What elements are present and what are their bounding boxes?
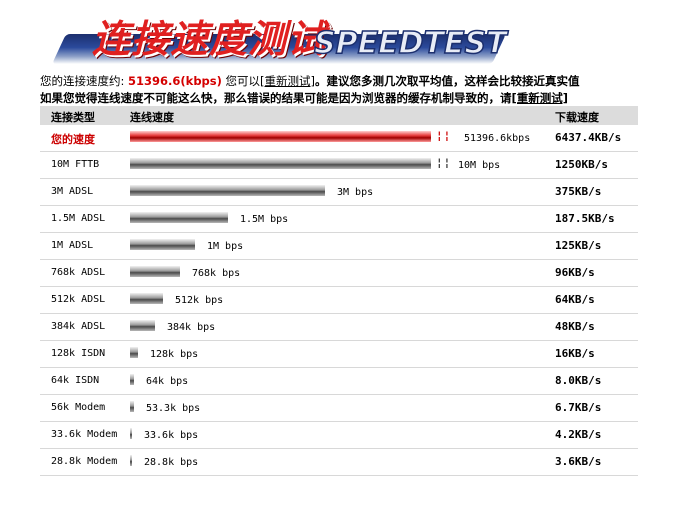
table-row: 1.5M ADSL 1.5M bps 187.5KB/s [40,206,638,233]
download-speed: 375KB/s [555,185,602,198]
speed-bar [130,212,228,223]
download-speed: 64KB/s [555,293,595,306]
speed-bar [130,293,163,304]
speed-bar [130,158,431,169]
download-speed: 96KB/s [555,266,595,279]
info-line-2: 如果您觉得连线速度不可能这么快，那么错误的结果可能是因为浏览器的缓存机制导致的，… [40,90,660,107]
table-row: 56k Modem 53.3k bps 6.7KB/s [40,395,638,422]
table-row: 28.8k Modem 28.8k bps 3.6KB/s [40,449,638,476]
table-row: 64k ISDN 64k bps 8.0KB/s [40,368,638,395]
speed-bar [130,185,325,196]
connection-type: 10M FTTB [51,159,100,170]
download-speed: 8.0KB/s [555,374,602,387]
table-row: 512k ADSL 512k bps 64KB/s [40,287,638,314]
speed-bar [130,347,138,358]
line-speed-label: 3M bps [337,187,374,198]
speed-bar [130,239,195,250]
retest-link-1[interactable]: [重新测试] [260,74,316,88]
connection-type: 3M ADSL [51,186,94,197]
header-line-speed: 连线速度 [130,111,174,124]
speedtest-banner: 连接速度测试 SPEEDTEST [52,4,507,66]
speed-comparison-table: 连接类型 连线速度 下载速度 您的速度 ¦¦ 51396.6kbps 6437.4KB… [40,106,638,476]
download-speed: 125KB/s [555,239,602,252]
speed-advice: 。建议您多测几次取平均值，这样会比较接近真实值 [315,74,580,88]
line-speed-label: 10M bps [458,160,501,171]
header-download-speed: 下载速度 [555,111,599,124]
line-speed-label: 128k bps [150,349,199,360]
speed-bar [130,266,180,277]
download-speed: 6.7KB/s [555,401,602,414]
line-speed-label: 53.3k bps [146,403,201,414]
table-row: 10M FTTB ¦¦ 10M bps 1250KB/s [40,152,638,179]
table-row: 1M ADSL 1M bps 125KB/s [40,233,638,260]
measured-speed: 51396.6(kbps) [128,74,222,88]
bar-break-mark: ¦¦ [436,156,452,169]
retest-link-2[interactable]: [重新测试] [511,91,569,105]
download-speed: 16KB/s [555,347,595,360]
cache-note: 如果您觉得连线速度不可能这么快，那么错误的结果可能是因为浏览器的缓存机制导致的，… [40,91,512,105]
bar-break-mark: ¦¦ [436,129,452,142]
info-line-1: 您的连接速度约: 51396.6(kbps) 您可以[重新测试]。建议您多测几次… [40,73,660,90]
download-speed: 1250KB/s [555,158,608,171]
connection-type: 64k ISDN [51,375,100,386]
table-body: 您的速度 ¦¦ 51396.6kbps 6437.4KB/s 10M FTTB ¦¦ 10M… [40,125,638,476]
download-speed: 3.6KB/s [555,455,602,468]
connection-type: 768k ADSL [51,267,106,278]
line-speed-label: 64k bps [146,376,189,387]
table-row: 33.6k Modem 33.6k bps 4.2KB/s [40,422,638,449]
speed-prefix: 您的连接速度约: [40,74,129,88]
connection-type: 512k ADSL [51,294,106,305]
line-speed-label: 51396.6kbps [464,133,531,144]
connection-type: 33.6k Modem [51,429,118,440]
table-row: 768k ADSL 768k bps 96KB/s [40,260,638,287]
table-row: 128k ISDN 128k bps 16KB/s [40,341,638,368]
connection-type: 您的速度 [51,133,95,146]
speed-info: 您的连接速度约: 51396.6(kbps) 您可以[重新测试]。建议您多测几次… [40,73,660,107]
banner-title-en: SPEEDTEST [313,25,507,62]
connection-type: 56k Modem [51,402,106,413]
download-speed: 187.5KB/s [555,212,615,225]
connection-type: 1.5M ADSL [51,213,106,224]
table-row: 3M ADSL 3M bps 375KB/s [40,179,638,206]
table-header: 连接类型 连线速度 下载速度 [40,106,638,125]
connection-type: 1M ADSL [51,240,94,251]
banner-title: 连接速度测试 [92,17,327,61]
line-speed-label: 1M bps [207,241,244,252]
connection-type: 384k ADSL [51,321,106,332]
line-speed-label: 1.5M bps [240,214,289,225]
speed-bar [130,428,132,439]
speed-bar [130,320,155,331]
speed-bar [130,401,134,412]
connection-type: 28.8k Modem [51,456,118,467]
line-speed-label: 33.6k bps [144,430,199,441]
speed-bar [130,455,132,466]
download-speed: 4.2KB/s [555,428,602,441]
speed-mid: 您可以 [221,74,261,88]
download-speed: 6437.4KB/s [555,131,622,144]
line-speed-label: 28.8k bps [144,457,199,468]
speed-bar [130,131,431,142]
speed-bar [130,374,134,385]
download-speed: 48KB/s [555,320,595,333]
table-row: 您的速度 ¦¦ 51396.6kbps 6437.4KB/s [40,125,638,152]
line-speed-label: 512k bps [175,295,224,306]
header-connection-type: 连接类型 [51,111,95,124]
line-speed-label: 384k bps [167,322,216,333]
line-speed-label: 768k bps [192,268,241,279]
table-row: 384k ADSL 384k bps 48KB/s [40,314,638,341]
connection-type: 128k ISDN [51,348,106,359]
